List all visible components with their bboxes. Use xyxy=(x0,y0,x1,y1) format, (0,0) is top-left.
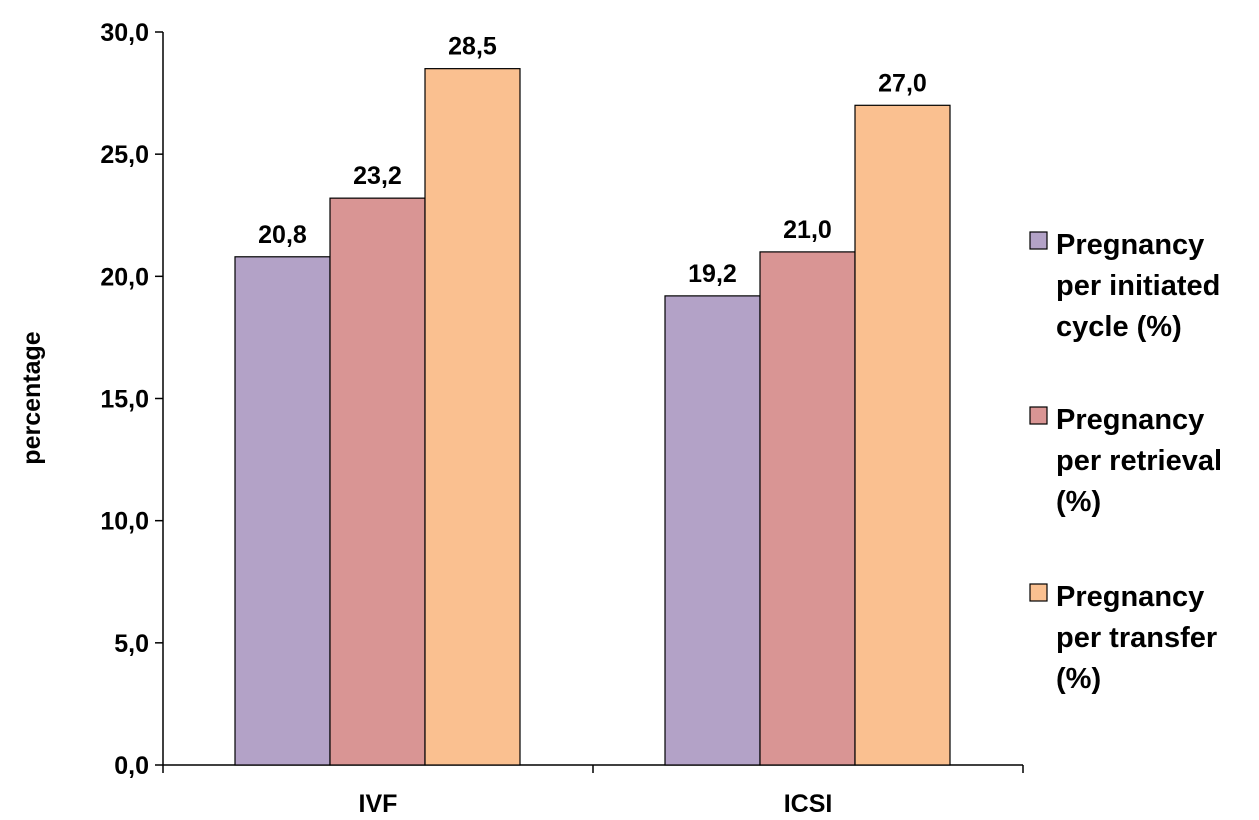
legend-label: (%) xyxy=(1056,486,1101,518)
legend: Pregnancy per initiated cycle (%) Pregnancy… xyxy=(1029,229,1222,695)
y-axis-title: percentage xyxy=(18,331,46,464)
legend-swatch xyxy=(1029,583,1048,602)
legend-label: Pregnancy xyxy=(1056,404,1204,436)
y-tick-label: 15,0 xyxy=(100,386,149,414)
data-label: 27,0 xyxy=(878,69,927,97)
bar xyxy=(664,295,761,766)
plot-area: 0,0 5,0 10,0 15,0 20,0 25,0 30,0 20,8 23,2 28,5 IV… xyxy=(100,19,1024,818)
data-label: 19,2 xyxy=(688,260,737,288)
y-tick-label: 20,0 xyxy=(100,263,149,291)
bar xyxy=(759,251,856,766)
data-label: 20,8 xyxy=(258,221,307,249)
data-label: 23,2 xyxy=(353,162,402,190)
legend-label: Pregnancy xyxy=(1056,581,1204,613)
legend-label: per transfer xyxy=(1056,622,1217,654)
category-label: ICSI xyxy=(784,790,833,818)
y-tick-label: 10,0 xyxy=(100,508,149,536)
legend-swatch xyxy=(1029,406,1048,425)
bar xyxy=(234,256,331,766)
legend-label: per retrieval xyxy=(1056,445,1222,477)
bar xyxy=(854,104,951,766)
data-label: 28,5 xyxy=(448,33,497,61)
category-label: IVF xyxy=(359,790,398,818)
y-axis-title-group: percentage xyxy=(18,331,46,464)
y-tick-label: 0,0 xyxy=(114,752,149,780)
legend-label: Pregnancy xyxy=(1056,229,1204,261)
legend-label: (%) xyxy=(1056,663,1101,695)
legend-label: cycle (%) xyxy=(1056,311,1182,343)
y-tick-label: 25,0 xyxy=(100,141,149,169)
legend-label: per initiated xyxy=(1056,270,1220,302)
y-tick-label: 30,0 xyxy=(100,19,149,47)
bar xyxy=(329,197,426,766)
bar xyxy=(424,68,521,766)
y-tick-label: 5,0 xyxy=(114,630,149,658)
legend-swatch xyxy=(1029,231,1048,250)
data-label: 21,0 xyxy=(783,216,832,244)
